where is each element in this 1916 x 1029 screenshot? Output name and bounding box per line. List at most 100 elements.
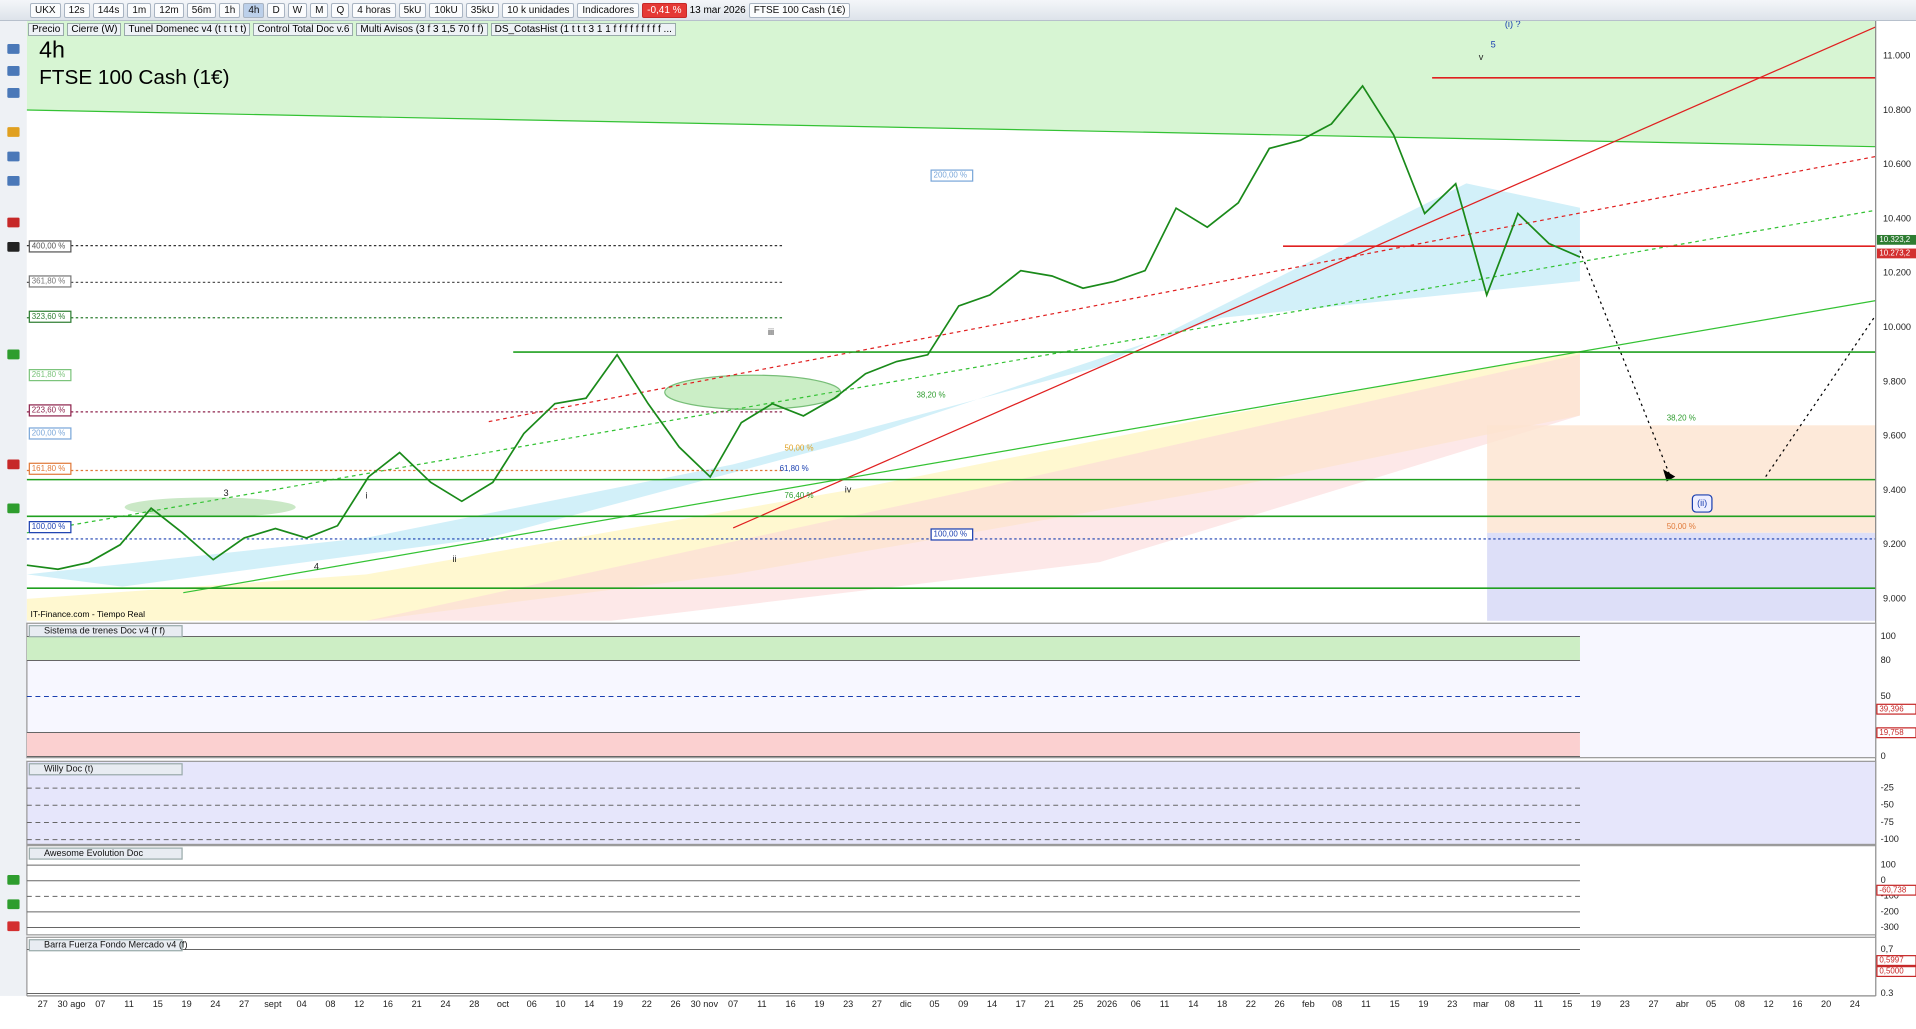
- overlay-item[interactable]: Multi Avisos (3 f 3 1,5 70 f f): [356, 22, 488, 36]
- indicator-tick-label: -25: [1881, 783, 1894, 793]
- units-button[interactable]: 10kU: [429, 2, 463, 18]
- wave-label: (i) ?: [1505, 19, 1521, 29]
- y-tick-label: 9.400: [1883, 485, 1906, 495]
- x-tick-label: dic: [900, 999, 912, 1009]
- x-tick-label: 19: [814, 999, 824, 1009]
- symbol-selector[interactable]: UKX: [30, 2, 61, 18]
- y-tick-label: 11.000: [1883, 51, 1910, 61]
- tunnel-band-blue: [26, 183, 1580, 587]
- wave-label: 3: [224, 488, 229, 498]
- value-label: 19,758: [1879, 728, 1904, 737]
- x-tick-label: 05: [929, 999, 939, 1009]
- interval-button[interactable]: 4h: [243, 2, 265, 18]
- tunnel-band-red: [366, 354, 1580, 621]
- fib-label-box: [930, 169, 974, 182]
- x-tick-label: 10: [555, 999, 565, 1009]
- interval-button[interactable]: M: [310, 2, 329, 18]
- x-tick-label: 17: [1016, 999, 1026, 1009]
- wave-label: (ii): [1697, 498, 1707, 508]
- x-tick-label: 15: [1562, 999, 1572, 1009]
- indicator-tick-label: 0: [1881, 751, 1886, 761]
- y-tick-label: 9.000: [1883, 594, 1906, 604]
- overlay-item[interactable]: Precio: [28, 22, 65, 36]
- interval-button[interactable]: 12m: [154, 2, 184, 18]
- x-tick-label: 24: [440, 999, 450, 1009]
- period-selector[interactable]: 4 horas: [352, 2, 396, 18]
- x-tick-label: 24: [210, 999, 220, 1009]
- y-tick-label: 10.000: [1883, 322, 1911, 332]
- pane-title-box: [28, 763, 183, 776]
- overlay-item[interactable]: Tunel Domenec v4 (t t t t t): [124, 22, 251, 36]
- resistance-zone: [26, 20, 1876, 147]
- fib-label: 50,00 %: [1667, 522, 1696, 531]
- fib-label: 161,80 %: [32, 464, 66, 473]
- x-tick-label: 12: [354, 999, 364, 1009]
- y-tick-label: 10.800: [1883, 105, 1911, 115]
- y-tick-label: 9.600: [1883, 431, 1906, 441]
- x-tick-label: 27: [1648, 999, 1658, 1009]
- tool-icons: [7, 44, 20, 932]
- x-tick-label: 27: [38, 999, 48, 1009]
- interval-button[interactable]: 12s: [63, 2, 90, 18]
- x-tick-label: 05: [1706, 999, 1716, 1009]
- overlay-list: Precio Cierre (W) Tunel Domenec v4 (t t t …: [28, 21, 676, 37]
- indicator-tick-label: 80: [1881, 655, 1891, 665]
- fib-label: 50,00 %: [784, 444, 813, 453]
- interval-button[interactable]: 1m: [127, 2, 152, 18]
- x-tick-label: 19: [1591, 999, 1601, 1009]
- oversold-band: [26, 732, 1580, 757]
- overlay-item[interactable]: DS_CotasHist (1 t t t 3 1 1 f f f f f f …: [490, 22, 676, 36]
- interval-button[interactable]: 144s: [92, 2, 125, 18]
- x-tick-label: 07: [728, 999, 738, 1009]
- indicator-pane: [26, 936, 1877, 997]
- interval-button[interactable]: D: [267, 2, 285, 18]
- x-tick-label: 08: [1505, 999, 1515, 1009]
- trend-lines: [26, 26, 1877, 594]
- overlay-item[interactable]: Control Total Doc v.6: [253, 22, 354, 36]
- x-tick-label: 14: [584, 999, 594, 1009]
- price-label: 10.323,2: [1879, 235, 1910, 244]
- x-tick-label: 23: [1620, 999, 1630, 1009]
- x-tick-label: 21: [412, 999, 422, 1009]
- fib-label-box: [28, 369, 72, 382]
- indicator-tick-label: -75: [1881, 817, 1894, 827]
- overlay-item[interactable]: Cierre (W): [67, 22, 122, 36]
- pane-title-box: [28, 847, 183, 860]
- x-tick-label: 28: [469, 999, 479, 1009]
- fib-label: 61,80 %: [780, 464, 809, 473]
- x-tick-label: 26: [670, 999, 680, 1009]
- wave-box: [1691, 494, 1713, 513]
- interval-button[interactable]: Q: [331, 2, 350, 18]
- pane-title-box: [28, 939, 183, 952]
- units-selector[interactable]: 10 k unidades: [502, 2, 575, 18]
- x-tick-label: 11: [757, 999, 767, 1009]
- x-tick-label: 30 ago: [58, 999, 86, 1009]
- date: 13 mar 2026: [689, 4, 746, 16]
- units-button[interactable]: 5kU: [398, 2, 427, 18]
- interval-button[interactable]: 56m: [186, 2, 217, 18]
- value-label: 0,5997: [1879, 956, 1904, 965]
- x-tick-label: 15: [153, 999, 163, 1009]
- price-label-box: [1876, 234, 1916, 245]
- indicator-tick-label: 0,3: [1881, 988, 1894, 998]
- source: IT-Finance.com - Tiempo Real: [31, 609, 146, 619]
- indicators-button[interactable]: Indicadores: [577, 2, 640, 18]
- timeframe: 4h: [39, 37, 65, 63]
- instrument: FTSE 100 Cash (1€): [748, 2, 851, 18]
- x-tick-label: 22: [642, 999, 652, 1009]
- fib-label: 200,00 %: [934, 171, 968, 180]
- x-tick-label: 04: [297, 999, 307, 1009]
- value-label-box: [1876, 884, 1916, 896]
- interval-button[interactable]: W: [287, 2, 308, 18]
- units-button[interactable]: 35kU: [465, 2, 500, 18]
- fib-label: 38,20 %: [1667, 413, 1696, 422]
- price-label-box: [1876, 248, 1916, 259]
- value-label: 39,396: [1879, 704, 1904, 713]
- indicator-pane: [26, 845, 1877, 936]
- x-tick-label: mar: [1473, 999, 1489, 1009]
- x-tick-label: oct: [497, 999, 510, 1009]
- interval-button[interactable]: 1h: [219, 2, 241, 18]
- wave-label: 5: [1491, 40, 1496, 50]
- y-tick-label: 10.400: [1883, 213, 1911, 223]
